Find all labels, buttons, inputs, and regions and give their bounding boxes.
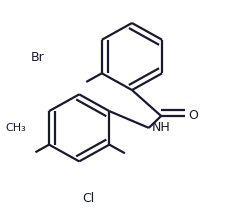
- Text: Cl: Cl: [82, 192, 94, 205]
- Text: O: O: [188, 110, 198, 122]
- Text: CH₃: CH₃: [6, 123, 27, 133]
- Text: NH: NH: [152, 121, 170, 134]
- Text: Br: Br: [31, 51, 44, 64]
